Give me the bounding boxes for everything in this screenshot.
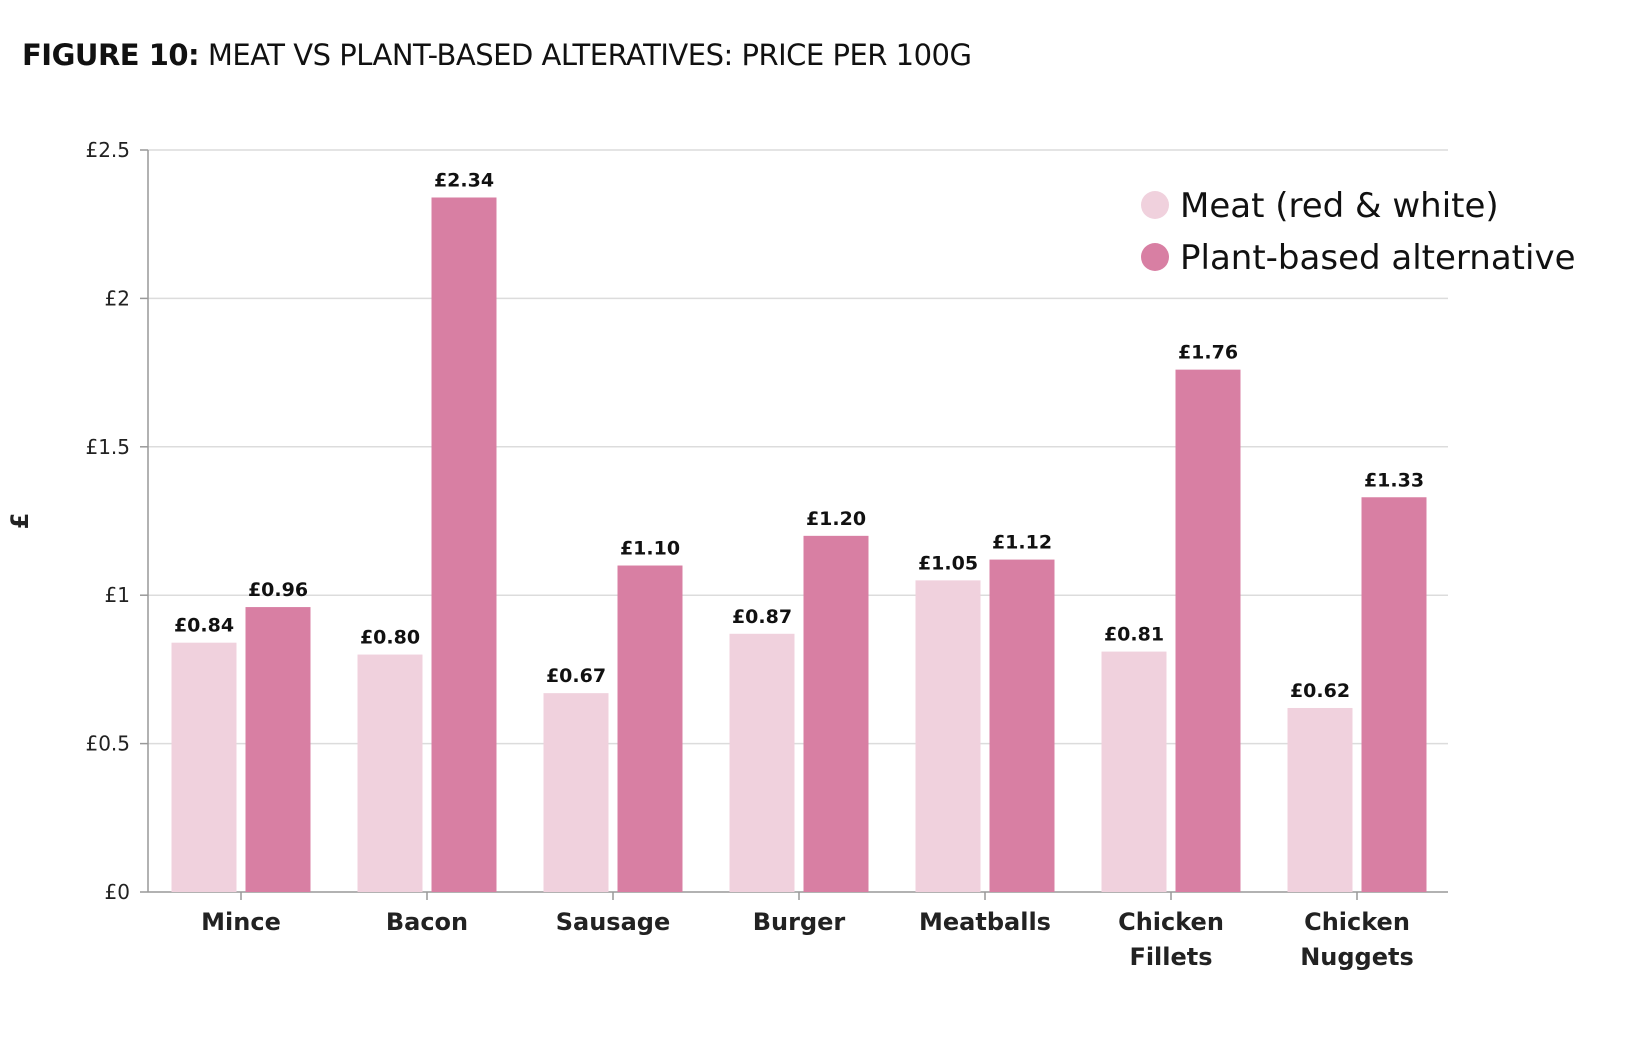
bar (431, 197, 497, 892)
data-label: £1.20 (806, 508, 866, 530)
y-tick-label: £1 (105, 583, 130, 607)
legend-swatch (1141, 191, 1169, 219)
bar (803, 535, 869, 892)
x-tick-label: Mince (201, 908, 281, 936)
x-tick-label: Nuggets (1300, 943, 1414, 971)
title-text: MEAT VS PLANT-BASED ALTERATIVES: PRICE P… (207, 38, 972, 72)
x-tick-label: Fillets (1129, 943, 1212, 971)
x-tick-label: Chicken (1304, 908, 1410, 936)
y-tick-label: £0.5 (85, 732, 130, 756)
x-tick-label: Chicken (1118, 908, 1224, 936)
x-tick-label: Bacon (386, 908, 468, 936)
x-tick-label: Sausage (556, 908, 671, 936)
bar (245, 607, 311, 892)
bar (1101, 651, 1167, 892)
data-label: £0.80 (360, 627, 420, 649)
data-label: £1.33 (1364, 469, 1424, 491)
bar (989, 559, 1055, 892)
data-label: £0.87 (732, 606, 792, 628)
bar (1175, 369, 1241, 893)
data-label: £0.62 (1290, 680, 1350, 702)
y-axis-label: £ (6, 513, 34, 530)
legend-label: Meat (red & white) (1180, 186, 1499, 226)
y-tick-label: £1.5 (85, 435, 130, 459)
y-tick-label: £2.5 (85, 138, 130, 162)
chart-title: FIGURE 10: MEAT VS PLANT-BASED ALTERATIV… (22, 38, 972, 72)
bar (543, 693, 609, 892)
y-tick-label: £0 (105, 880, 130, 904)
data-label: £0.81 (1104, 624, 1164, 646)
legend-swatch (1141, 243, 1169, 271)
bar (729, 633, 795, 892)
data-label: £0.67 (546, 665, 606, 687)
bar (357, 654, 423, 892)
bar (171, 642, 237, 892)
data-label: £1.76 (1178, 342, 1238, 364)
data-label: £0.84 (174, 615, 234, 637)
x-tick-label: Burger (753, 908, 846, 936)
legend-label: Plant-based alternative (1180, 238, 1575, 278)
y-tick-label: £2 (105, 286, 130, 310)
data-label: £2.34 (434, 169, 494, 191)
data-label: £1.05 (918, 552, 978, 574)
bar (915, 580, 981, 892)
bar (1361, 497, 1427, 892)
bar (617, 565, 683, 892)
data-label: £1.12 (992, 532, 1052, 554)
bar (1287, 707, 1353, 892)
data-label: £1.10 (620, 538, 680, 560)
figure-number: FIGURE 10: (22, 38, 200, 72)
data-label: £0.96 (248, 579, 308, 601)
x-tick-label: Meatballs (919, 908, 1051, 936)
